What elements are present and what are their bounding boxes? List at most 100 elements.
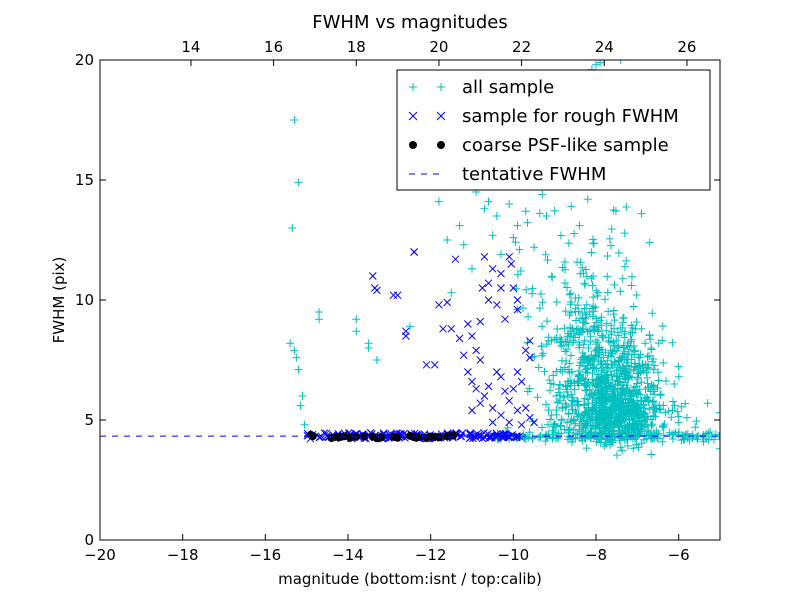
- psf-sample-point: [449, 431, 458, 440]
- all-sample-point: [538, 322, 547, 331]
- legend-marker-plus: [437, 83, 445, 91]
- all-sample-point: [627, 272, 636, 281]
- all-sample-point: [561, 381, 570, 390]
- all-sample-point: [641, 339, 650, 348]
- all-sample-point: [661, 408, 670, 417]
- all-sample-point: [566, 289, 575, 298]
- all-sample-point: [632, 428, 641, 437]
- all-sample-point: [606, 338, 615, 347]
- rough-sample-point: [443, 298, 452, 307]
- all-sample-point: [561, 265, 570, 274]
- all-sample-point: [608, 375, 617, 384]
- all-sample-point: [595, 343, 604, 352]
- all-sample-point: [579, 318, 588, 327]
- all-sample-point: [579, 400, 588, 409]
- all-sample-point: [496, 250, 505, 259]
- all-sample-point: [614, 377, 623, 386]
- all-sample-point: [603, 433, 612, 442]
- all-sample-point: [553, 398, 562, 407]
- all-sample-point: [570, 385, 579, 394]
- all-sample-point: [524, 312, 533, 321]
- all-sample-point: [352, 315, 361, 324]
- x-tick-label: −8: [585, 546, 607, 564]
- psf-sample-point: [414, 433, 423, 442]
- all-sample-point: [654, 368, 663, 377]
- all-sample-point: [557, 416, 566, 425]
- all-sample-point: [589, 272, 598, 281]
- all-sample-point: [629, 386, 638, 395]
- all-sample-point: [628, 399, 637, 408]
- all-sample-point: [596, 316, 605, 325]
- all-sample-point: [593, 291, 602, 300]
- all-sample-point: [626, 395, 635, 404]
- all-sample-point: [581, 375, 590, 384]
- all-sample-point: [590, 431, 599, 440]
- all-sample-point: [548, 433, 557, 442]
- all-sample-point: [629, 302, 638, 311]
- top-x-tick-label: 26: [677, 38, 696, 56]
- rough-sample-point: [497, 269, 505, 278]
- all-sample-point: [617, 394, 626, 403]
- all-sample-point: [566, 351, 575, 360]
- all-sample-point: [660, 420, 669, 429]
- all-sample-point: [505, 200, 514, 208]
- rough-sample-point: [476, 432, 485, 441]
- rough-sample-point: [484, 296, 493, 304]
- all-sample-point: [654, 429, 663, 438]
- all-sample-point: [580, 394, 589, 403]
- all-sample-point: [556, 391, 565, 400]
- rough-sample-point: [509, 284, 518, 292]
- x-tick-label: −10: [498, 546, 530, 564]
- all-sample-point: [621, 409, 630, 418]
- all-sample-point: [547, 272, 556, 281]
- all-sample-point: [592, 314, 601, 323]
- rough-sample-point: [492, 300, 501, 309]
- x-axis-label: magnitude (bottom:isnt / top:calib): [278, 570, 542, 588]
- top-x-tick-label: 24: [595, 38, 614, 56]
- all-sample-point: [627, 281, 636, 290]
- all-sample-point: [615, 372, 624, 381]
- y-axis-label: FWHM (pix): [50, 257, 68, 344]
- all-sample-point: [569, 425, 578, 434]
- all-sample-point: [616, 323, 625, 332]
- all-sample-point: [568, 405, 577, 414]
- all-sample-point: [563, 435, 572, 444]
- all-sample-point: [612, 451, 621, 460]
- psf-sample-point: [352, 432, 361, 441]
- all-sample-point: [571, 333, 580, 342]
- all-sample-point: [560, 257, 569, 266]
- all-sample-point: [606, 367, 615, 376]
- all-sample-point: [566, 308, 575, 317]
- rough-sample-point: [466, 433, 475, 442]
- all-sample-point: [642, 434, 651, 443]
- all-sample-point: [655, 404, 664, 413]
- all-sample-point: [647, 344, 656, 353]
- all-sample-point: [611, 358, 620, 367]
- all-sample-point: [616, 287, 625, 296]
- all-sample-point: [556, 422, 565, 431]
- rough-sample-point: [410, 248, 418, 256]
- all-sample-point: [653, 384, 662, 392]
- all-sample-point: [589, 363, 598, 372]
- all-sample-point: [633, 396, 642, 405]
- all-sample-point: [572, 325, 581, 334]
- all-sample-point: [620, 374, 629, 383]
- all-sample-point: [648, 309, 657, 318]
- all-sample-point: [603, 252, 612, 261]
- all-sample-point: [632, 290, 641, 299]
- all-sample-point: [286, 339, 295, 348]
- all-sample-point: [624, 361, 633, 370]
- all-sample-point: [649, 365, 658, 374]
- all-sample-point: [455, 221, 464, 230]
- all-sample-point: [624, 402, 633, 411]
- all-sample-point: [513, 221, 522, 230]
- all-sample-point: [651, 401, 660, 410]
- all-sample-point: [543, 317, 552, 326]
- all-sample-point: [658, 437, 667, 446]
- all-sample-point: [591, 396, 600, 405]
- all-sample-point: [567, 438, 576, 447]
- all-sample-point: [534, 363, 543, 372]
- all-sample-point: [296, 401, 305, 410]
- rough-sample-point: [472, 384, 480, 393]
- all-sample-point: [648, 434, 657, 443]
